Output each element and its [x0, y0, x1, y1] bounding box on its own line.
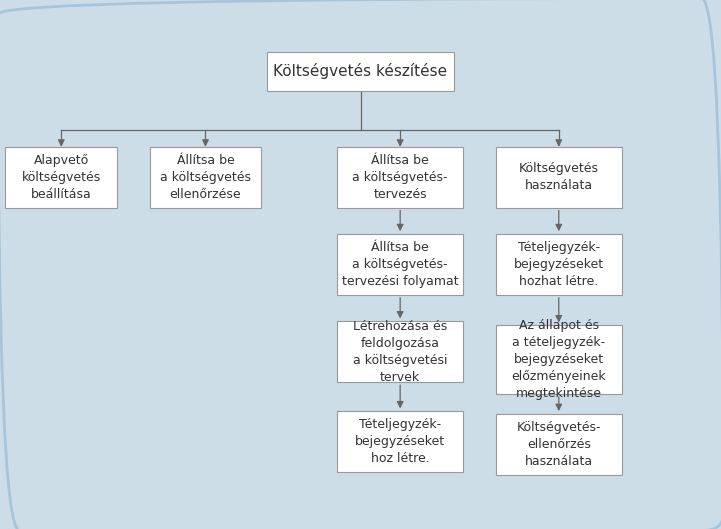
- FancyBboxPatch shape: [267, 52, 454, 91]
- FancyBboxPatch shape: [337, 147, 464, 207]
- Text: Tételjegyzék-
bejegyzéseket
hozhat létre.: Tételjegyzék- bejegyzéseket hozhat létre…: [513, 241, 604, 288]
- FancyBboxPatch shape: [337, 412, 464, 472]
- Text: Állítsa be
a költségvetés-
tervezési folyamat: Állítsa be a költségvetés- tervezési fol…: [342, 241, 459, 288]
- FancyBboxPatch shape: [337, 234, 464, 295]
- Text: Az állapot és
a tételjegyzék-
bejegyzéseket
előzményeinek
megtekintése: Az állapot és a tételjegyzék- bejegyzése…: [511, 319, 606, 400]
- FancyBboxPatch shape: [496, 234, 622, 295]
- FancyBboxPatch shape: [337, 321, 464, 382]
- FancyBboxPatch shape: [149, 147, 261, 207]
- Text: Állítsa be
a költségvetés
ellenőrzése: Állítsa be a költségvetés ellenőrzése: [160, 154, 251, 200]
- Text: Alapvető
költségvetés
beállítása: Alapvető költségvetés beállítása: [22, 153, 101, 201]
- Text: Tételjegyzék-
bejegyzéseket
hoz létre.: Tételjegyzék- bejegyzéseket hoz létre.: [355, 418, 446, 465]
- FancyBboxPatch shape: [6, 147, 117, 207]
- Text: Költségvetés
használata: Költségvetés használata: [519, 162, 598, 192]
- FancyBboxPatch shape: [496, 325, 622, 394]
- FancyBboxPatch shape: [496, 414, 622, 475]
- Text: Költségvetés-
ellenőrzés
használata: Költségvetés- ellenőrzés használata: [516, 421, 601, 468]
- Text: Költségvetés készítése: Költségvetés készítése: [273, 63, 448, 79]
- Text: Állítsa be
a költségvetés-
tervezés: Állítsa be a költségvetés- tervezés: [353, 154, 448, 200]
- Text: Létrehozása és
feldolgozása
a költségvetési
tervek: Létrehozása és feldolgozása a költségvet…: [353, 320, 448, 384]
- FancyBboxPatch shape: [496, 147, 622, 207]
